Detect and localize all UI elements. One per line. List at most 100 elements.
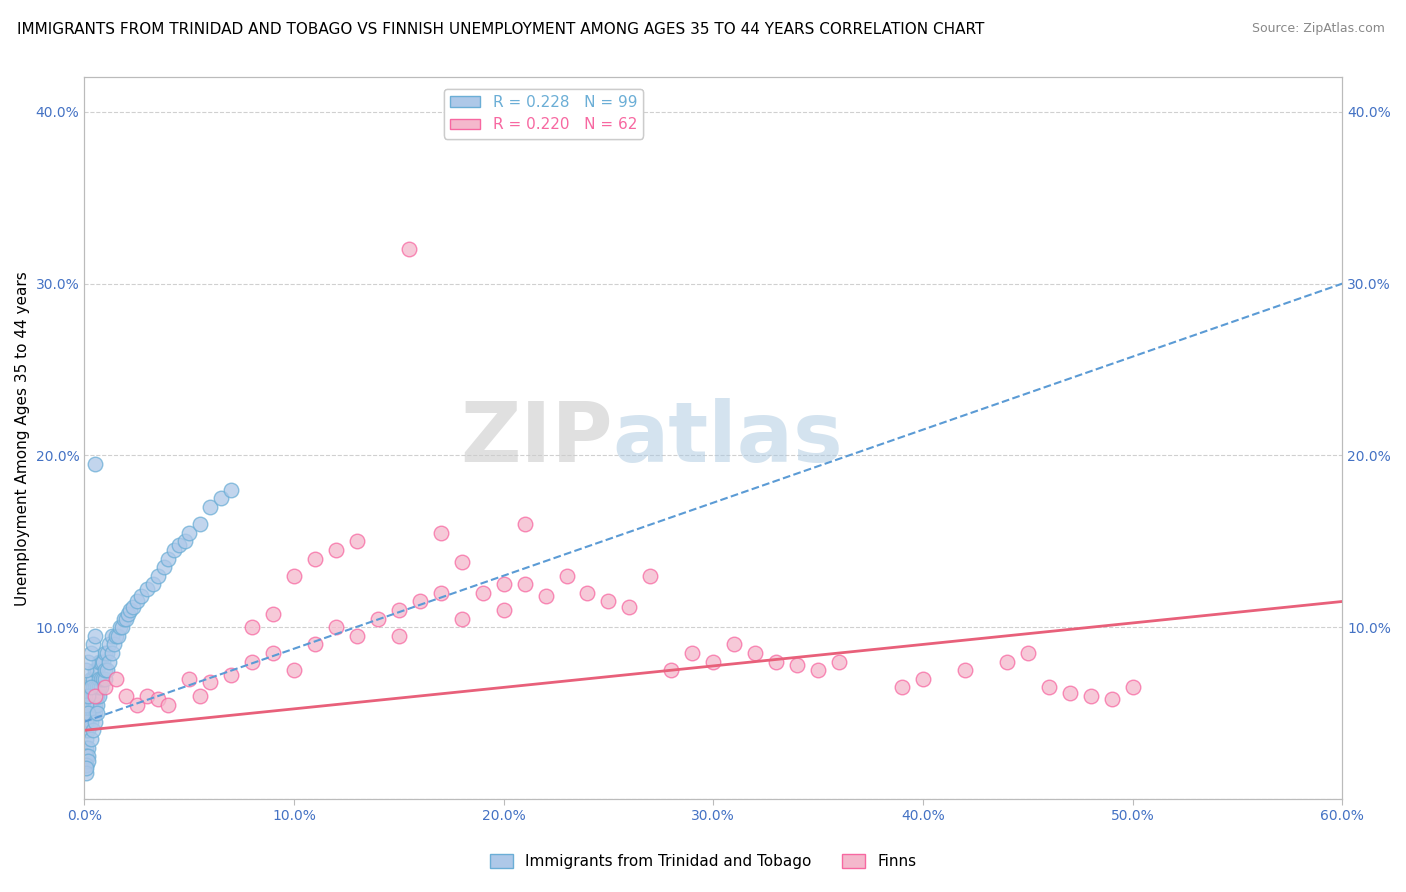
Point [346,629,368,643]
Point [513,577,536,591]
Point [828,655,851,669]
Point [77,689,100,703]
Point [100,629,122,643]
Point [136,689,159,703]
Point [90,655,112,669]
Point [83,663,105,677]
Point [83,689,105,703]
Point [87,689,110,703]
Point [157,698,180,712]
Point [598,594,620,608]
Point [346,534,368,549]
Point [104,629,127,643]
Point [96,646,118,660]
Point [388,603,411,617]
Point [125,698,148,712]
Y-axis label: Unemployment Among Ages 35 to 44 years: Unemployment Among Ages 35 to 44 years [15,271,30,606]
Text: atlas: atlas [613,398,844,479]
Point [79,672,101,686]
Point [90,681,112,695]
Point [82,698,104,712]
Point [98,637,121,651]
Point [136,582,159,597]
Point [82,672,104,686]
Point [398,242,420,256]
Point [77,698,100,712]
Point [75,706,97,721]
Point [75,757,97,772]
Point [640,568,662,582]
Point [82,723,104,738]
Point [83,681,105,695]
Point [153,560,176,574]
Point [283,568,305,582]
Point [108,620,131,634]
Point [77,706,100,721]
Point [77,681,100,695]
Point [75,766,97,780]
Point [142,577,165,591]
Point [77,689,100,703]
Point [450,555,472,569]
Point [1101,692,1123,706]
Point [100,646,122,660]
Point [367,612,389,626]
Point [94,646,117,660]
Point [188,517,211,532]
Point [79,714,101,729]
Point [283,663,305,677]
Point [83,629,105,643]
Point [1080,689,1102,703]
Point [77,754,100,768]
Point [681,646,703,660]
Point [125,594,148,608]
Point [262,607,284,621]
Point [83,457,105,471]
Point [121,599,143,614]
Text: IMMIGRANTS FROM TRINIDAD AND TOBAGO VS FINNISH UNEMPLOYMENT AMONG AGES 35 TO 44 : IMMIGRANTS FROM TRINIDAD AND TOBAGO VS F… [17,22,984,37]
Point [75,723,97,738]
Point [90,672,112,686]
Point [450,612,472,626]
Point [219,668,242,682]
Point [953,663,976,677]
Point [103,637,125,651]
Point [94,672,117,686]
Point [117,607,139,621]
Point [75,740,97,755]
Point [120,603,142,617]
Point [75,663,97,677]
Point [94,663,117,677]
Point [198,500,221,514]
Legend: Immigrants from Trinidad and Tobago, Finns: Immigrants from Trinidad and Tobago, Fin… [484,848,922,875]
Point [1038,681,1060,695]
Point [77,706,100,721]
Point [304,637,326,651]
Point [87,681,110,695]
Point [75,731,97,746]
Point [304,551,326,566]
Text: ZIP: ZIP [460,398,613,479]
Point [262,646,284,660]
Point [96,663,118,677]
Point [94,681,117,695]
Point [471,586,494,600]
Point [75,761,97,775]
Point [744,646,766,660]
Point [1122,681,1144,695]
Point [107,629,129,643]
Point [75,698,97,712]
Point [325,620,347,634]
Point [77,723,100,738]
Point [534,590,557,604]
Text: Source: ZipAtlas.com: Source: ZipAtlas.com [1251,22,1385,36]
Point [167,538,190,552]
Point [723,637,745,651]
Point [240,655,263,669]
Point [429,525,451,540]
Point [86,706,108,721]
Point [79,731,101,746]
Point [492,577,515,591]
Point [83,714,105,729]
Point [82,681,104,695]
